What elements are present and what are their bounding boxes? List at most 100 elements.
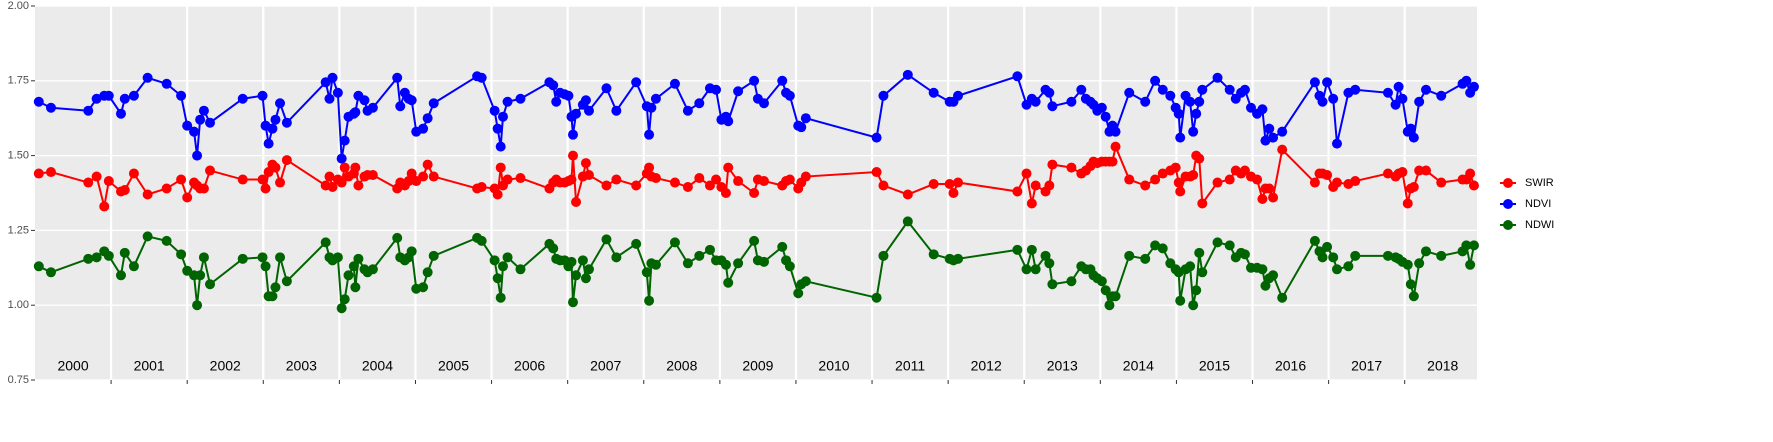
data-point [749,75,760,86]
data-point [336,153,347,164]
data-point [1066,162,1077,173]
data-point [1277,144,1288,155]
data-point [142,231,153,242]
data-point [953,177,964,188]
data-point [257,90,268,101]
year-label: 2005 [438,358,469,374]
data-point [669,177,680,188]
data-point [476,182,487,193]
data-point [871,132,882,143]
data-point [800,113,811,124]
data-point [1268,192,1279,203]
data-point [1150,240,1161,251]
data-point [631,238,642,249]
data-point [1157,84,1168,95]
data-point [601,83,612,94]
data-point [1260,135,1271,146]
data-point [1397,167,1408,178]
data-point [1040,250,1051,261]
data-point [103,250,114,261]
data-point [1317,252,1328,263]
data-point [182,192,193,203]
data-point [1393,81,1404,92]
data-point [548,243,559,254]
data-point [1030,264,1041,275]
data-point [495,162,506,173]
data-point [515,93,526,104]
year-label: 2003 [286,358,317,374]
data-point [1044,258,1055,269]
y-tick-label: 2.00 [8,0,29,12]
year-label: 2006 [514,358,545,374]
data-point [580,273,591,284]
data-point [1257,264,1268,275]
data-point [275,252,286,263]
data-point [682,182,693,193]
data-point [406,95,417,106]
data-point [641,267,652,278]
data-point [548,80,559,91]
data-point [476,72,487,83]
data-point [1021,264,1032,275]
data-point [1107,156,1118,167]
data-point [1350,250,1361,261]
data-point [631,77,642,88]
data-point [650,259,661,270]
data-point [720,188,731,198]
data-point [784,261,795,272]
year-label: 2007 [590,358,621,374]
data-point [1309,177,1320,188]
data-point [353,253,364,264]
data-point [275,98,286,109]
data-point [902,189,913,200]
data-point [1461,240,1472,251]
year-label: 2009 [742,358,773,374]
data-point [492,123,503,134]
data-point [495,141,506,152]
data-point [1150,174,1161,185]
data-point [359,95,370,106]
data-point [650,93,661,104]
data-point [142,72,153,83]
data-point [1175,132,1186,143]
data-point [161,235,172,246]
data-point [275,177,286,188]
data-point [495,292,506,303]
data-point [182,120,193,131]
data-point [1405,279,1416,290]
data-point [161,78,172,89]
data-point [1140,180,1151,191]
data-point [1194,153,1205,164]
data-point [1408,291,1419,302]
data-point [327,182,338,193]
data-point [1465,259,1476,270]
data-point [1044,87,1055,98]
data-point [418,171,429,182]
data-point [45,267,56,278]
data-point [1405,123,1416,134]
data-point [650,173,661,184]
data-point [192,150,203,161]
data-point [1026,198,1037,209]
data-point [1100,111,1111,122]
data-point [723,162,734,173]
data-point [563,90,574,101]
data-point [1257,104,1268,115]
data-point [1066,276,1077,287]
data-point [343,270,354,281]
data-point [198,105,209,116]
data-point [567,129,578,140]
data-point [669,237,680,248]
data-point [422,267,433,278]
year-label: 2000 [57,358,88,374]
data-point [336,177,347,188]
data-point [1408,182,1419,193]
data-point [733,176,744,187]
data-point [694,98,705,109]
data-point [1328,252,1339,263]
data-point [327,72,338,83]
y-tick-label: 1.50 [8,150,29,162]
data-point [257,174,268,185]
data-point [723,277,734,288]
